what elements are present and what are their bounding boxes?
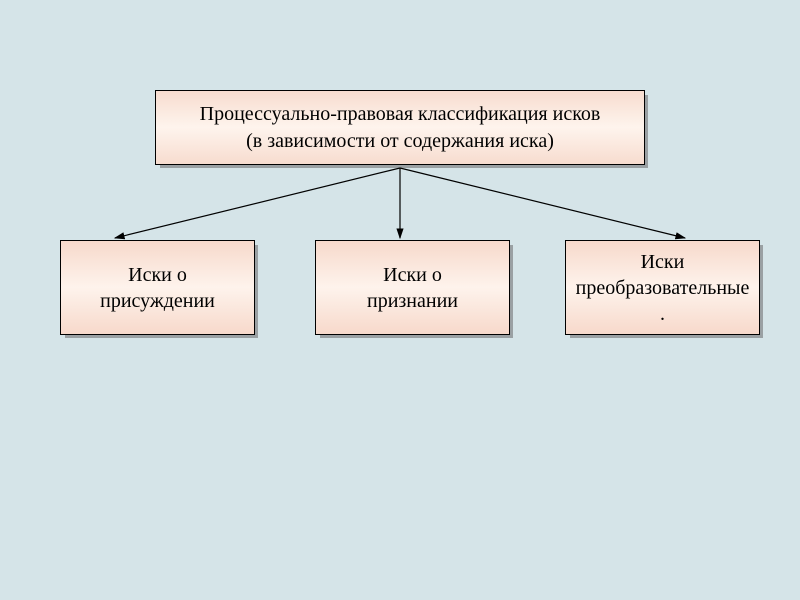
child-text-1: Иски о признании <box>367 262 458 314</box>
root-line1: Процессуально-правовая классификация иск… <box>200 103 601 125</box>
child-0-line2: присуждении <box>100 290 215 312</box>
child-node-0: Иски о присуждении <box>60 240 255 335</box>
child-text-0: Иски о присуждении <box>100 262 215 314</box>
child-1-line2: признании <box>367 290 458 312</box>
root-node: Процессуально-правовая классификация иск… <box>155 90 645 165</box>
arrow-to-child-2 <box>400 168 685 238</box>
child-2-line3: . <box>660 303 665 325</box>
root-text: Процессуально-правовая классификация иск… <box>200 101 601 155</box>
arrow-to-child-0 <box>115 168 400 238</box>
child-2-line1: Иски <box>641 251 685 273</box>
child-node-1: Иски о признании <box>315 240 510 335</box>
child-node-2: Иски преобразовательные . <box>565 240 760 335</box>
child-0-line1: Иски о <box>128 264 187 286</box>
child-text-2: Иски преобразовательные . <box>576 249 750 327</box>
child-1-line1: Иски о <box>383 264 442 286</box>
root-line2: (в зависимости от содержания иска) <box>246 130 554 152</box>
child-2-line2: преобразовательные <box>576 277 750 299</box>
